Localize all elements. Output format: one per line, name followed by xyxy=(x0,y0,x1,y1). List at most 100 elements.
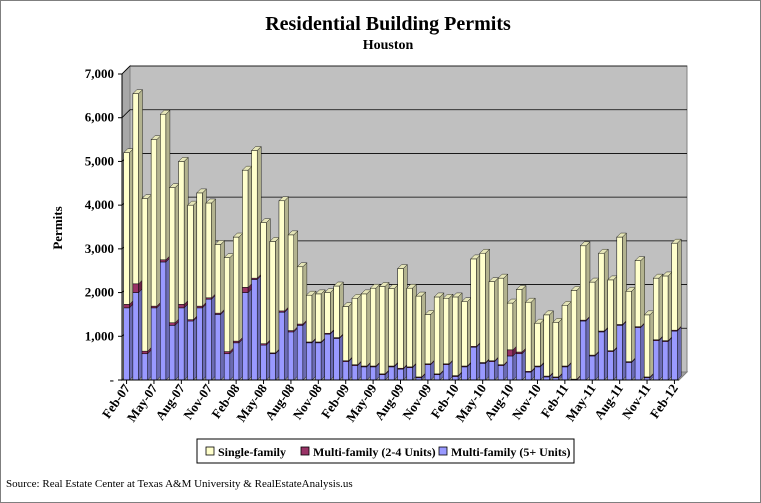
bar-segment xyxy=(260,340,271,381)
bar-top xyxy=(178,157,189,162)
bar-front xyxy=(123,304,130,309)
bar-segment xyxy=(653,273,664,341)
bar-front xyxy=(662,341,669,381)
bar-segment xyxy=(123,303,134,381)
bar-front xyxy=(379,374,386,381)
bar-front xyxy=(233,340,240,344)
bar-segment xyxy=(306,338,317,381)
bar-stack xyxy=(342,302,354,381)
bar-front xyxy=(479,363,486,381)
bar-segment xyxy=(497,273,508,366)
y-tick-label: 5,000 xyxy=(85,153,114,168)
bar-front xyxy=(452,376,459,381)
bar-front xyxy=(150,307,158,381)
bar-front xyxy=(287,234,295,331)
x-tick-label: Aug-11 xyxy=(591,381,626,422)
bar-stack xyxy=(168,183,180,381)
x-tick-label: Nov-08 xyxy=(290,381,325,423)
bar-stack xyxy=(561,300,573,381)
plot-area xyxy=(120,64,689,382)
bar-front xyxy=(534,322,541,367)
bar-front xyxy=(296,266,304,325)
bar-segment xyxy=(534,318,545,367)
bar-stack xyxy=(351,293,363,381)
bar-segment xyxy=(187,316,198,381)
bar-front xyxy=(589,355,596,381)
bar-front xyxy=(433,374,441,381)
y-axis-label: Permits xyxy=(50,206,65,249)
bar-front xyxy=(205,202,212,299)
bar-front xyxy=(625,362,632,381)
bar-front xyxy=(205,298,212,381)
bar-front xyxy=(479,252,486,363)
bar-stack xyxy=(241,165,253,381)
bar-segment xyxy=(634,256,645,328)
bar-front xyxy=(461,301,468,367)
bar-top xyxy=(634,256,646,261)
bar-stack xyxy=(515,285,527,381)
bar-stack xyxy=(588,277,600,381)
bar-top xyxy=(132,89,144,94)
bar-segment xyxy=(525,297,536,372)
bar-segment xyxy=(132,89,143,285)
bar-stack xyxy=(378,281,390,381)
bar-front xyxy=(516,353,523,381)
bar-segment xyxy=(543,310,554,377)
bar-segment xyxy=(406,283,417,368)
bar-front xyxy=(187,204,194,320)
legend-swatch-multi-family-5plus xyxy=(438,446,448,456)
x-tick-label: Feb-12 xyxy=(647,381,681,421)
bar-front xyxy=(169,325,176,381)
legend-label-multi-family-2-4: Multi-family (2-4 Units) xyxy=(313,445,436,459)
bar-front xyxy=(287,331,295,381)
bar-segment xyxy=(260,218,271,345)
bar-front xyxy=(342,361,349,381)
bar-segment xyxy=(160,109,171,261)
bar-stack xyxy=(433,292,445,381)
bar-stack xyxy=(278,196,290,381)
bar-stack xyxy=(616,232,627,381)
bar-segment xyxy=(625,286,636,363)
bar-front xyxy=(580,320,587,381)
bar-front xyxy=(406,367,413,381)
bar-front xyxy=(251,279,258,381)
bar-stack xyxy=(634,256,646,381)
bar-front xyxy=(306,342,313,381)
bar-stack xyxy=(388,284,399,381)
bar-front xyxy=(443,364,450,381)
bar-stack xyxy=(360,289,372,381)
bar-segment xyxy=(196,188,207,307)
bar-front xyxy=(516,289,523,353)
bar-stack xyxy=(187,200,198,381)
bar-top xyxy=(598,249,609,254)
bar-segment xyxy=(315,338,326,381)
bar-segment xyxy=(141,194,152,352)
bar-front xyxy=(607,279,614,351)
bar-stack xyxy=(251,146,262,381)
bar-front xyxy=(178,304,185,309)
bar-stack xyxy=(397,264,408,381)
bar-segment xyxy=(141,349,152,381)
bar-front xyxy=(342,306,349,362)
bar-front xyxy=(160,259,167,263)
bar-front xyxy=(488,281,495,362)
bar-top xyxy=(515,285,527,290)
bar-front xyxy=(123,307,130,381)
bar-stack xyxy=(470,254,481,381)
bar-stack xyxy=(196,188,207,381)
bar-stack xyxy=(141,194,153,381)
bar-stack xyxy=(424,309,436,381)
bar-front xyxy=(525,371,532,381)
bar-front xyxy=(251,150,258,279)
bar-front xyxy=(214,244,221,314)
bar-segment xyxy=(616,320,627,381)
bar-segment xyxy=(552,317,563,378)
bar-segment xyxy=(589,277,600,356)
bar-segment xyxy=(516,285,527,353)
bar-front xyxy=(351,365,358,381)
bar-stack xyxy=(461,297,472,381)
bar-segment xyxy=(397,264,408,369)
bar-front xyxy=(360,366,368,381)
legend-label-multi-family-5plus: Multi-family (5+ Units) xyxy=(451,445,571,459)
